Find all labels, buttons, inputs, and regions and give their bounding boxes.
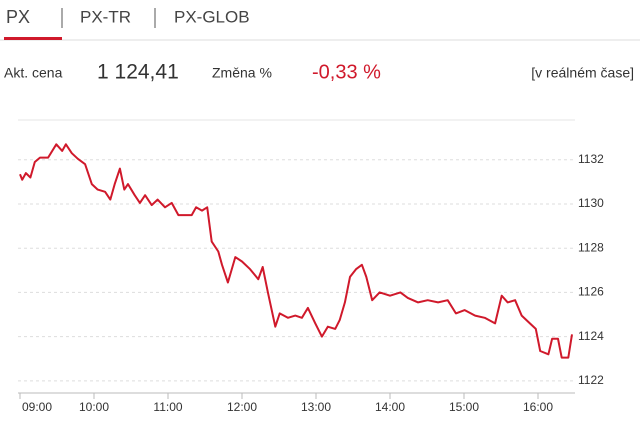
price: 1 124,41 bbox=[97, 61, 179, 84]
y-tick-label: 1132 bbox=[578, 152, 604, 166]
y-tick-label: 1126 bbox=[578, 285, 604, 299]
x-tick-label: 16:00 bbox=[523, 400, 553, 414]
price-label: Akt. cena bbox=[4, 65, 63, 81]
price-line bbox=[19, 143, 573, 359]
x-tick-label: 11:00 bbox=[153, 400, 182, 414]
realtime-note: [v reálném čase] bbox=[531, 65, 634, 81]
active-tab-underline bbox=[4, 37, 62, 40]
x-tick-label: 14:00 bbox=[375, 400, 405, 414]
y-tick-label: 1128 bbox=[578, 240, 604, 254]
x-tick-label: 10:00 bbox=[79, 400, 109, 414]
y-tick-label: 1124 bbox=[578, 329, 604, 343]
x-tick-label: 13:00 bbox=[301, 400, 331, 414]
tab[interactable]: PX bbox=[6, 7, 30, 27]
tab[interactable]: PX-TR bbox=[80, 7, 131, 26]
tab[interactable]: PX-GLOB bbox=[174, 7, 250, 26]
change-label: Změna % bbox=[212, 65, 272, 81]
y-tick-label: 1122 bbox=[578, 373, 604, 387]
y-tick-label: 1130 bbox=[578, 196, 604, 210]
x-tick-label: 12:00 bbox=[227, 400, 257, 414]
change: -0,33 % bbox=[312, 61, 381, 83]
x-tick-label: 09:00 bbox=[22, 400, 52, 414]
x-tick-label: 15:00 bbox=[449, 400, 479, 414]
